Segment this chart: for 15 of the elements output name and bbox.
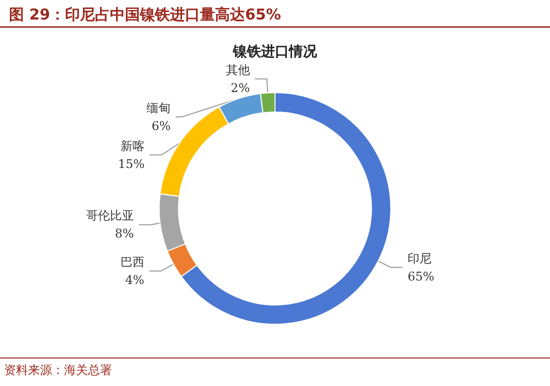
data-label: 4% xyxy=(125,272,144,287)
data-label: 6% xyxy=(152,118,171,133)
data-label: 65% xyxy=(408,269,434,284)
slice-label: 印尼 xyxy=(408,251,432,266)
text: 资料来源：海关总署 xyxy=(4,363,112,377)
data-label: 2% xyxy=(230,80,250,95)
slice-label: 哥伦比亚 xyxy=(86,208,134,223)
slice-label: 巴西 xyxy=(120,254,144,269)
slice-label: 缅甸 xyxy=(146,100,171,115)
slice-label: 其他 xyxy=(226,62,250,77)
chart-subtitle: 镍铁进口情况 xyxy=(232,44,318,60)
data-label: 15% xyxy=(118,156,145,171)
slice-label: 新喀 xyxy=(120,138,145,153)
chart-title: 图 29：印尼占中国镍铁进口量高达65% xyxy=(9,6,281,24)
data-label: 8% xyxy=(114,226,134,241)
